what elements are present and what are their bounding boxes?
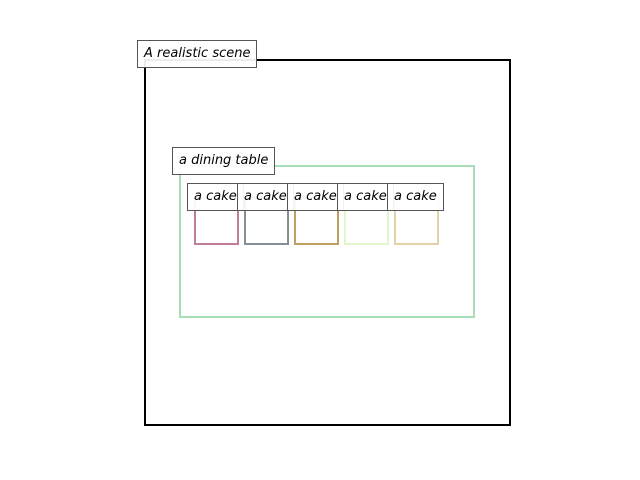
- dining-table-box: [179, 165, 475, 318]
- cake-label-4: a cake: [337, 183, 394, 211]
- cake-label-3: a cake: [287, 183, 344, 211]
- scene-box: [144, 59, 511, 426]
- dining-table-label: a dining table: [172, 147, 276, 175]
- scene-label: A realistic scene: [137, 40, 258, 68]
- cake-label-2: a cake: [237, 183, 294, 211]
- cake-label-1: a cake: [187, 183, 244, 211]
- cake-label-5: a cake: [387, 183, 444, 211]
